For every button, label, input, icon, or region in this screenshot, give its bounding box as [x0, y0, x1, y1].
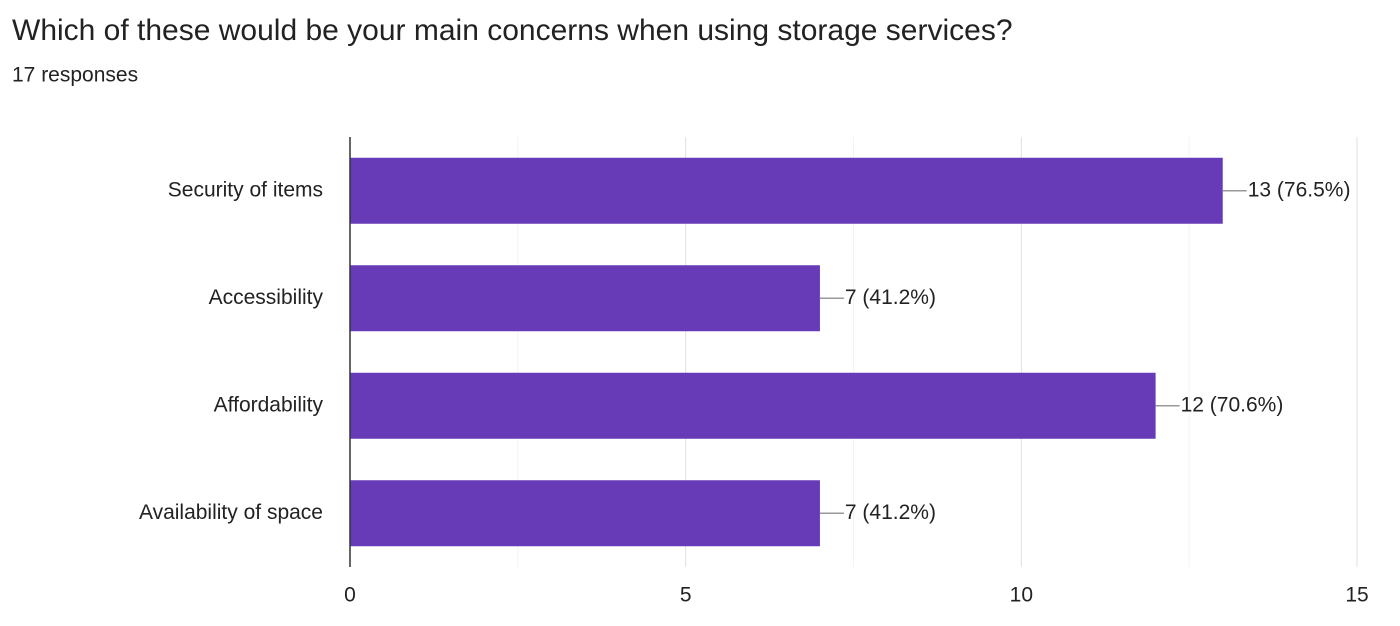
x-tick-label: 15	[1345, 584, 1368, 607]
value-label: 7 (41.2%)	[845, 286, 936, 309]
value-label: 12 (70.6%)	[1181, 393, 1284, 416]
value-label: 7 (41.2%)	[845, 501, 936, 524]
x-tick-label: 10	[1010, 584, 1033, 607]
bar	[350, 157, 1223, 224]
bar	[350, 372, 1156, 439]
x-tick-label: 5	[680, 584, 692, 607]
y-tick-label: Availability of space	[139, 501, 323, 524]
bar	[350, 480, 820, 547]
y-tick-label: Accessibility	[209, 286, 324, 309]
chart-title: Which of these would be your main concer…	[12, 14, 1013, 47]
x-tick-label: 0	[344, 584, 356, 607]
y-tick-label: Affordability	[214, 393, 324, 416]
y-tick-label: Security of items	[168, 178, 323, 201]
chart-subtitle: 17 responses	[12, 64, 138, 87]
value-label: 13 (76.5%)	[1248, 178, 1351, 201]
bar	[350, 265, 820, 332]
